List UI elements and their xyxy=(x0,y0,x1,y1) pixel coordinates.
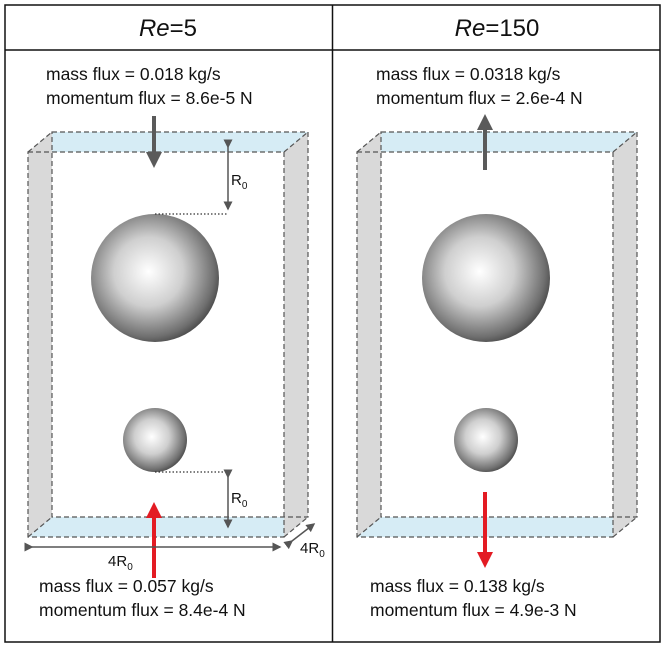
top-momentum-flux: momentum flux = 8.6e-5 N xyxy=(46,88,253,108)
depth-dimension: 4R0 xyxy=(283,523,325,560)
svg-text:4R0: 4R0 xyxy=(300,540,325,560)
large-sphere xyxy=(91,214,219,342)
bottom-momentum-flux: momentum flux = 8.4e-4 N xyxy=(39,600,246,620)
r0-dimension-top: R0 xyxy=(155,139,248,215)
width-dimension: 4R0 xyxy=(24,542,282,573)
bottom-momentum-flux: momentum flux = 4.9e-3 N xyxy=(370,600,577,620)
bottom-mass-flux: mass flux = 0.057 kg/s xyxy=(39,576,214,596)
top-water-face xyxy=(28,132,308,152)
panel-re150: Re=150 mass flux = 0.0318 kg/s momentum … xyxy=(356,15,638,620)
bottom-water-face xyxy=(357,517,637,537)
top-water-face xyxy=(357,132,637,152)
panel-re5: Re=5 mass flux = 0.018 kg/s momentum flu… xyxy=(24,15,325,620)
r0-dimension-bottom: R0 xyxy=(155,469,248,529)
panel-title: Re=5 xyxy=(139,15,197,42)
bottom-mass-flux: mass flux = 0.138 kg/s xyxy=(370,576,545,596)
top-momentum-flux: momentum flux = 2.6e-4 N xyxy=(376,88,583,108)
svg-text:R0: R0 xyxy=(231,490,248,510)
small-sphere xyxy=(454,408,518,472)
left-side-face xyxy=(28,132,52,537)
domain-box xyxy=(356,131,638,538)
svg-text:4R0: 4R0 xyxy=(108,553,133,573)
right-side-face xyxy=(613,132,637,537)
top-mass-flux: mass flux = 0.018 kg/s xyxy=(46,64,221,84)
right-side-face xyxy=(284,132,308,537)
top-mass-flux: mass flux = 0.0318 kg/s xyxy=(376,64,561,84)
large-sphere xyxy=(422,214,550,342)
bottom-water-face xyxy=(28,517,308,537)
left-side-face xyxy=(357,132,381,537)
svg-text:R0: R0 xyxy=(231,172,248,192)
panel-title: Re=150 xyxy=(455,15,540,42)
figure-frame xyxy=(4,4,661,643)
small-sphere xyxy=(123,408,187,472)
